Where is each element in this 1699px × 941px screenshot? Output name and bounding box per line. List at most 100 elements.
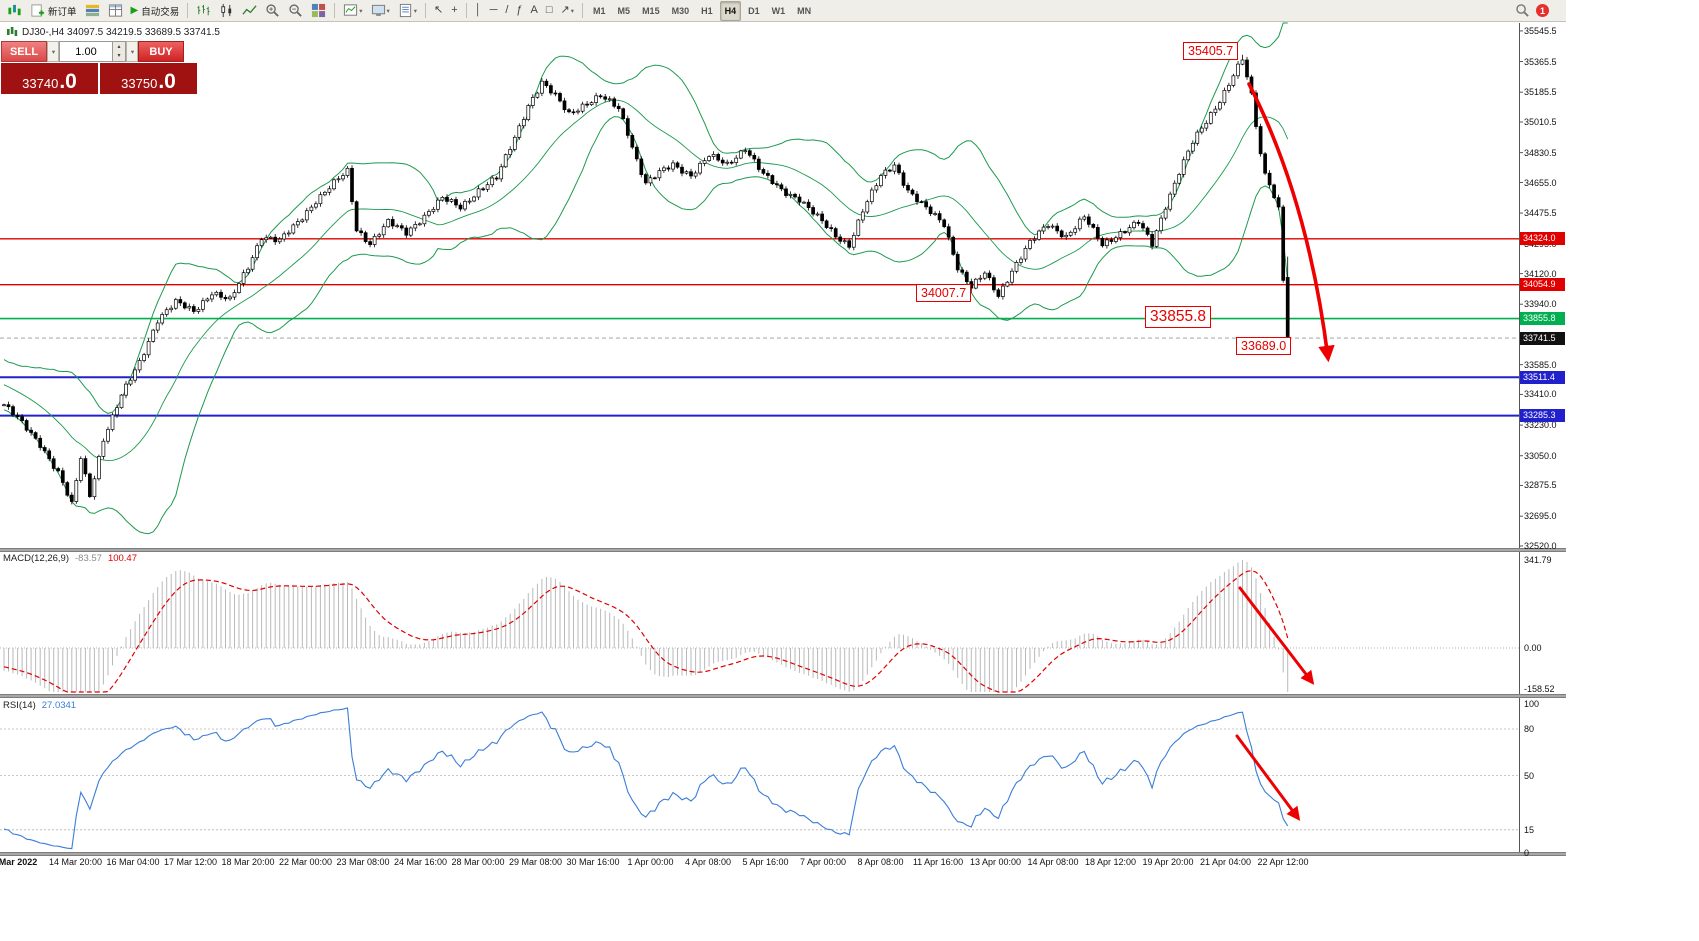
macd-signal-value: 100.47: [107, 553, 137, 564]
profiles-icon: [371, 4, 385, 16]
timeframe-mn-button[interactable]: MN: [797, 5, 812, 16]
crosshair-icon: +: [451, 4, 458, 16]
sell-options-dropdown[interactable]: ▾: [47, 41, 59, 62]
sell-price[interactable]: 33740 .0: [1, 63, 98, 94]
one-click-trade-panel: SELL ▾ ▴ ▾ ▾ BUY 33740 .0 33750 .0: [1, 41, 197, 94]
new-order-icon: [31, 4, 45, 17]
symbol-ohlc-text: DJ30-,H4 34097.5 34219.5 33689.5 33741.5: [22, 26, 220, 38]
buy-price-main: 33750: [121, 75, 158, 91]
toolbar-right-group: 1: [1515, 3, 1549, 18]
timeframe-m5-button[interactable]: M5: [617, 5, 631, 16]
main-down-arrow[interactable]: [1247, 82, 1335, 363]
buy-price[interactable]: 33750 .0: [100, 63, 197, 94]
cursor-tool-button[interactable]: ↖: [431, 1, 446, 21]
timeframe-m30-button[interactable]: M30: [671, 5, 690, 16]
text-tool-icon: A: [530, 4, 538, 16]
arrow-objects: [1235, 82, 1335, 821]
panel-divider[interactable]: [0, 548, 1566, 552]
axis-layer: [1519, 23, 1523, 852]
panel-divider[interactable]: [0, 852, 1566, 856]
zoom-out-icon: [289, 4, 303, 17]
notification-badge[interactable]: 1: [1536, 4, 1549, 17]
symbol-ohlc-line: DJ30-,H4 34097.5 34219.5 33689.5 33741.5: [6, 26, 220, 38]
price-callout[interactable]: 34007.7: [916, 284, 972, 303]
volume-stepper[interactable]: ▴ ▾: [113, 41, 126, 62]
rsi-name: RSI(14): [3, 700, 36, 711]
rsi-value: 27.0341: [41, 700, 77, 711]
buy-button[interactable]: BUY: [138, 41, 184, 62]
trade-panel-controls: SELL ▾ ▴ ▾ ▾ BUY: [1, 41, 197, 62]
shapes-tool-button[interactable]: □: [543, 1, 556, 21]
bar-chart-button[interactable]: [193, 1, 214, 21]
tile-windows-button[interactable]: [308, 1, 329, 21]
toolbar-separator: [582, 3, 584, 18]
new-order-label: 新订单: [48, 6, 77, 18]
price-callout[interactable]: 35405.7: [1183, 42, 1239, 61]
data-window-icon: [108, 4, 122, 17]
candlestick-chart-button[interactable]: [216, 1, 237, 21]
buy-price-fraction: .0: [158, 70, 176, 94]
data-window-button[interactable]: [105, 1, 126, 21]
panel-divider[interactable]: [0, 694, 1566, 698]
price-callout[interactable]: 33855.8: [1145, 306, 1212, 329]
macd-down-arrow[interactable]: [1238, 586, 1315, 685]
toolbar-separator: [465, 3, 467, 18]
timeframe-h1-button[interactable]: H1: [701, 5, 713, 16]
volume-input[interactable]: [59, 41, 113, 62]
sell-price-fraction: .0: [59, 70, 77, 94]
trendline-tool-button[interactable]: /: [502, 1, 511, 21]
market-watch-button[interactable]: [82, 1, 103, 21]
macd-layer: [0, 560, 1519, 693]
fibonacci-tool-button[interactable]: ƒ: [513, 1, 525, 21]
sell-button[interactable]: SELL: [1, 41, 47, 62]
horizontal-line-tool-button[interactable]: ─: [487, 1, 501, 21]
chart-mini-icon: [7, 27, 18, 36]
new-chart-dropdown-button[interactable]: ▾: [340, 1, 365, 21]
zoom-out-button[interactable]: [285, 1, 306, 21]
sell-price-main: 33740: [22, 75, 59, 91]
timeframe-m1-button[interactable]: M1: [593, 5, 606, 16]
arrows-tool-button[interactable]: ↗ ▾: [558, 1, 577, 21]
dropdown-caret: ▾: [413, 7, 418, 15]
shapes-icon: □: [545, 4, 553, 16]
app-candlestick-icon: [8, 4, 21, 16]
app-chart-button[interactable]: [4, 1, 25, 21]
templates-icon: [399, 3, 411, 18]
text-tool-button[interactable]: A: [528, 1, 541, 21]
horizontal-line-icon: ─: [489, 4, 498, 16]
level-lines: [0, 238, 1519, 417]
new-chart-icon: [344, 4, 358, 16]
timeframe-w1-button[interactable]: W1: [771, 5, 786, 16]
templates-dropdown-button[interactable]: ▾: [395, 1, 420, 21]
zoom-in-icon: [266, 4, 280, 17]
bar-chart-icon: [197, 4, 210, 16]
candles-layer: [2, 54, 1290, 505]
timeframe-h4-button[interactable]: H4: [719, 0, 742, 21]
timeframe-m15-button[interactable]: M15: [642, 5, 660, 16]
profiles-dropdown-button[interactable]: ▾: [368, 1, 393, 21]
volume-down-icon[interactable]: ▾: [113, 51, 125, 61]
trendline-icon: /: [505, 4, 509, 16]
macd-indicator-label: MACD(12,26,9) -83.57 100.47: [3, 553, 137, 564]
zoom-in-button[interactable]: [262, 1, 283, 21]
price-callout[interactable]: 33689.0: [1236, 337, 1292, 356]
macd-name: MACD(12,26,9): [3, 553, 69, 564]
rsi-indicator-label: RSI(14) 27.0341: [3, 700, 76, 711]
toolbar-separator: [334, 3, 336, 18]
buy-options-dropdown[interactable]: ▾: [126, 41, 138, 62]
line-chart-icon: [242, 5, 257, 15]
dropdown-caret: ▾: [570, 7, 575, 15]
new-order-button[interactable]: 新订单: [27, 1, 80, 21]
price-chart-canvas[interactable]: [0, 0, 1566, 869]
auto-trading-button[interactable]: ▶ 自动交易: [128, 1, 183, 21]
rsi-down-arrow[interactable]: [1235, 734, 1301, 821]
bollinger-bands: [3, 22, 1289, 535]
timeframe-d1-button[interactable]: D1: [748, 5, 760, 16]
volume-up-icon[interactable]: ▴: [113, 42, 125, 52]
search-icon[interactable]: [1515, 3, 1530, 18]
crosshair-tool-button[interactable]: +: [448, 1, 460, 21]
vertical-line-tool-button[interactable]: │: [472, 1, 485, 21]
line-chart-button[interactable]: [239, 1, 260, 21]
auto-trading-play-icon: ▶: [130, 4, 139, 16]
